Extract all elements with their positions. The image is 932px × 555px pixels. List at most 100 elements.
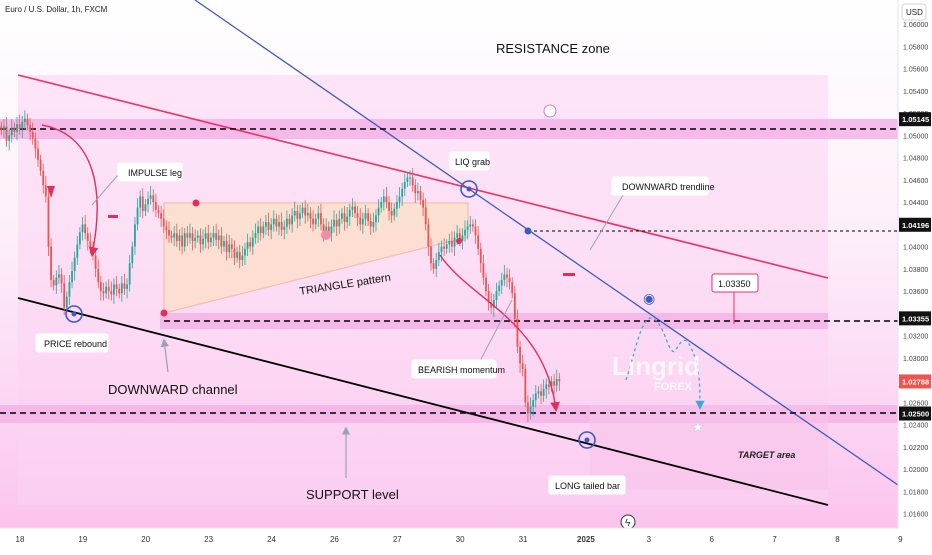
- candle-body: [105, 286, 107, 294]
- candle-body: [175, 233, 178, 242]
- price-marker-label: 1.05145: [902, 115, 929, 124]
- candle-body: [251, 237, 254, 247]
- candle-body: [555, 379, 558, 386]
- candle-body: [500, 279, 503, 286]
- candle-body: [356, 213, 359, 218]
- candle-body: [246, 242, 249, 249]
- candle-body: [26, 118, 29, 126]
- bearish-momentum-callout: BEARISH momentum: [411, 359, 505, 379]
- liq-grab-circle: [460, 180, 478, 198]
- candle-body: [293, 210, 296, 216]
- candle-body: [312, 218, 314, 225]
- candle-body: [472, 224, 474, 227]
- candle-body: [181, 235, 183, 247]
- candle-body: [0, 126, 3, 130]
- candle-body: [144, 204, 147, 211]
- price-marker-badge: [899, 406, 931, 421]
- candle-body: [168, 229, 170, 236]
- candle-body: [437, 252, 440, 260]
- candle-body: [498, 285, 500, 292]
- candle-body: [3, 126, 5, 130]
- symbol-title: Euro / U.S. Dollar, 1h, FXCM: [5, 5, 108, 14]
- projection-path: [625, 317, 705, 410]
- candle-body: [131, 246, 134, 264]
- candle-body: [183, 233, 186, 247]
- candle-body: [18, 124, 21, 129]
- y-tick-label: 1.03200: [903, 334, 928, 341]
- candle-body: [466, 226, 469, 230]
- candle-body: [388, 202, 390, 211]
- y-tick-label: 1.05800: [903, 44, 928, 51]
- candle-body: [414, 185, 417, 194]
- candle-body: [451, 241, 453, 247]
- impulse-leg-callout: IMPULSE leg: [117, 162, 183, 182]
- support-level-label: SUPPORT level: [306, 487, 399, 502]
- candle-body: [210, 237, 212, 243]
- candle-body: [296, 210, 299, 219]
- candle-body: [354, 206, 356, 214]
- bearish-arrow: [439, 254, 560, 412]
- candle-body: [254, 233, 257, 238]
- candle-body: [513, 293, 516, 319]
- triangle-dot-bottom: [160, 309, 168, 317]
- candle-body: [377, 207, 380, 216]
- candle-body: [490, 302, 493, 308]
- y-tick-label: 1.01800: [903, 489, 928, 496]
- candle-body: [306, 213, 309, 216]
- candle-body: [411, 177, 414, 186]
- candle-body: [458, 233, 461, 242]
- candle-body: [508, 277, 511, 283]
- candle-body: [390, 210, 393, 216]
- candle-body: [215, 233, 218, 240]
- long-tailed-bar-text: LONG tailed bar: [555, 481, 620, 491]
- star-icon: ★: [691, 419, 704, 436]
- y-tick-label: 1.05400: [903, 89, 928, 96]
- candle-body: [265, 222, 267, 227]
- resistance-zone-icon: [543, 104, 557, 118]
- candle-body: [435, 259, 438, 269]
- y-tick-label: 1.05600: [903, 67, 928, 74]
- candle-body: [346, 216, 349, 223]
- bearish-callout-line: [479, 299, 513, 362]
- watermark-sub: FOREX: [654, 381, 693, 393]
- candle-body: [186, 233, 189, 238]
- candle-body: [545, 384, 548, 390]
- candle-body: [202, 238, 204, 245]
- candle-body: [338, 218, 341, 227]
- candle-body: [270, 224, 273, 230]
- lightning-glyph: ϟ: [625, 518, 631, 529]
- price-marker-label: 1.04196: [902, 221, 929, 230]
- candle-body: [474, 226, 477, 236]
- price-marker-label: 1.03355: [902, 314, 929, 323]
- candle-body: [409, 177, 411, 179]
- price-scale-panel[interactable]: [898, 0, 932, 550]
- y-tick-label: 1.04400: [903, 200, 928, 207]
- candle-body: [89, 241, 92, 247]
- candle-body: [364, 213, 367, 219]
- candle-body: [149, 195, 152, 199]
- candle-body: [115, 284, 118, 289]
- candle-body: [68, 282, 71, 297]
- candle-body: [152, 195, 155, 203]
- candle-body: [540, 391, 542, 396]
- pivot-dot-3: [584, 437, 590, 443]
- price-rebound-circle: [65, 305, 83, 323]
- candle-body: [406, 177, 409, 183]
- candle-body: [44, 185, 47, 197]
- candle-body: [485, 277, 487, 292]
- candle-body: [335, 219, 338, 227]
- candle-body: [76, 244, 79, 258]
- candle-body: [327, 226, 330, 234]
- candle-body: [81, 224, 84, 233]
- candle-body: [456, 233, 459, 238]
- candle-body: [422, 199, 425, 208]
- candle-body: [113, 284, 115, 295]
- candle-body: [37, 148, 39, 160]
- downward-trendline: [194, 0, 899, 486]
- price-marker-badge: [899, 311, 931, 326]
- currency-badge[interactable]: USD: [901, 3, 927, 21]
- candle-body: [275, 218, 278, 227]
- time-scale-panel[interactable]: [0, 528, 898, 550]
- price-marker-badge: [899, 374, 931, 389]
- y-tick-label: 1.04000: [903, 245, 928, 252]
